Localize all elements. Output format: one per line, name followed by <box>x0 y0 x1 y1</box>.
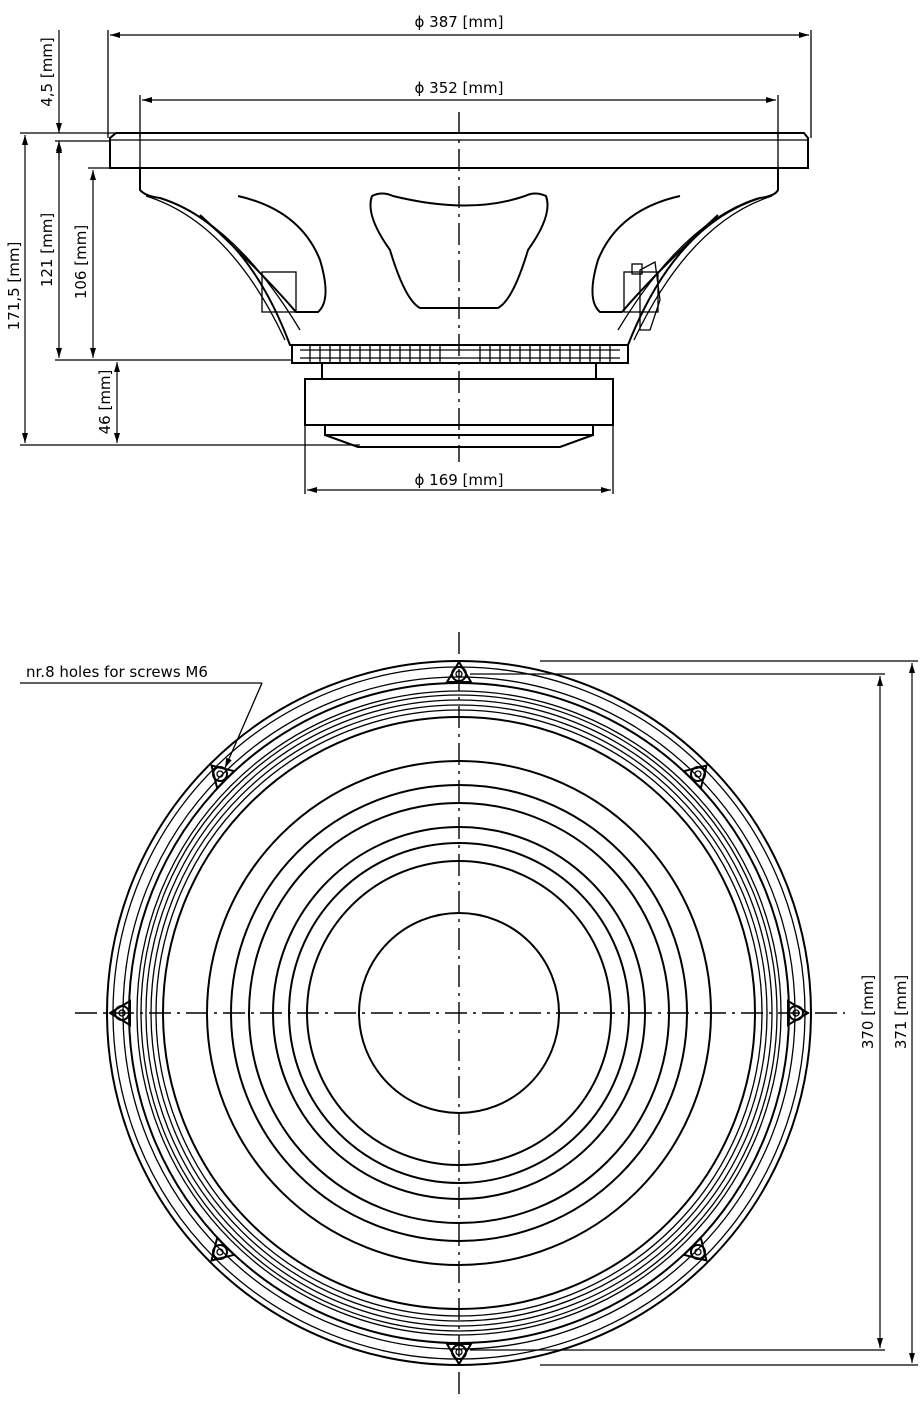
dim-height-inner-label: 370 [mm] <box>859 975 877 1049</box>
dim-cutout-diameter: ϕ 352 [mm] <box>139 79 779 138</box>
screw-holes <box>108 660 810 1366</box>
speaker-vent-ring <box>291 344 629 364</box>
basket-window <box>369 192 549 309</box>
dim-height-outer: 371 [mm] <box>540 660 918 1366</box>
speaker-flange <box>109 132 809 169</box>
cone-ring-5 <box>306 860 612 1166</box>
holes-note: nr.8 holes for screws M6 <box>20 663 263 769</box>
surround-outer <box>162 716 756 1310</box>
dim-mount-depth-label: 121 [mm] <box>38 213 56 287</box>
dust-cap <box>358 912 560 1114</box>
dim-magnet-diameter: ϕ 169 [mm] <box>304 425 614 494</box>
dim-basket-depth: 106 [mm] <box>72 167 110 358</box>
cone-ring-4 <box>288 842 630 1184</box>
dim-basket-depth-label: 106 [mm] <box>72 225 90 299</box>
dim-outer-diameter-label: ϕ 387 [mm] <box>415 13 504 31</box>
screw-hole <box>210 764 237 791</box>
speaker-basket <box>139 168 779 346</box>
dim-magnet-diameter-label: ϕ 169 [mm] <box>415 471 504 489</box>
dim-mount-depth: 121 [mm] <box>38 140 292 361</box>
terminal-bracket-right <box>623 271 659 313</box>
terminal-connector <box>639 260 661 331</box>
dim-magnet-depth: 46 [mm] <box>96 362 120 443</box>
cone-ring-3 <box>272 826 646 1200</box>
holes-note-label: nr.8 holes for screws M6 <box>26 663 208 681</box>
dim-height-outer-label: 371 [mm] <box>892 975 910 1049</box>
cone-ring-1 <box>230 784 688 1242</box>
screw-hole <box>787 999 810 1027</box>
side-view: ϕ 387 [mm] ϕ 352 [mm] <box>5 13 812 494</box>
front-view: nr.8 holes for screws M6 370 [mm] 371 [m… <box>20 632 918 1400</box>
screw-hole <box>445 1343 473 1366</box>
dim-total-depth: 171,5 [mm] <box>5 132 360 446</box>
cone-ring-2 <box>248 802 670 1224</box>
screw-hole <box>681 764 708 791</box>
dim-flange-thickness-label: 4,5 [mm] <box>38 37 56 107</box>
surround-inner <box>206 760 712 1266</box>
dim-cutout-diameter-label: ϕ 352 [mm] <box>415 79 504 97</box>
screw-hole <box>210 1235 237 1262</box>
terminal-bracket-left <box>261 271 297 313</box>
screw-hole <box>445 660 473 683</box>
dim-height-inner: 370 [mm] <box>470 673 885 1351</box>
screw-hole <box>681 1235 708 1262</box>
speaker-magnet <box>304 362 614 448</box>
dim-total-depth-label: 171,5 [mm] <box>5 242 23 331</box>
screw-hole <box>108 999 131 1027</box>
dim-magnet-depth-label: 46 [mm] <box>96 370 114 435</box>
dim-outer-diameter: ϕ 387 [mm] <box>107 13 812 138</box>
